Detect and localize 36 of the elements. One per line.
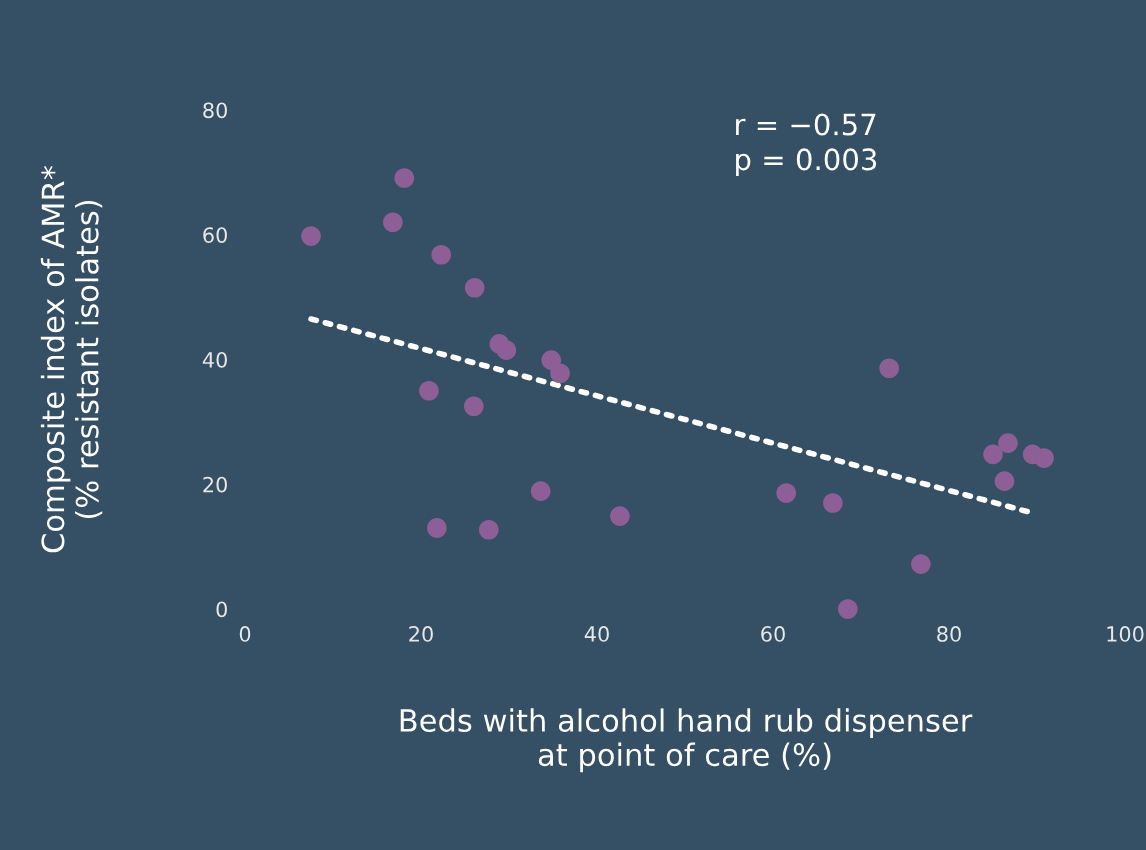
point xyxy=(1034,448,1054,468)
x-tick-label: 40 xyxy=(584,626,609,642)
point xyxy=(431,244,452,265)
x-tick-label: 80 xyxy=(937,626,961,642)
x-tick-label: 100 xyxy=(1107,626,1144,642)
point xyxy=(998,433,1018,453)
point xyxy=(530,481,551,501)
x-tick-label: 20 xyxy=(409,626,433,642)
point xyxy=(879,358,900,379)
point xyxy=(776,483,797,503)
point xyxy=(550,363,570,384)
y-tick-label: 60 xyxy=(203,227,227,243)
point xyxy=(838,599,858,619)
y-tick-label: 40 xyxy=(202,351,227,368)
point xyxy=(911,554,931,574)
point xyxy=(427,518,447,538)
annotation: r = −0.57 p = 0.003 xyxy=(736,113,877,177)
point xyxy=(464,396,484,417)
point xyxy=(610,506,630,526)
point xyxy=(478,519,499,540)
point xyxy=(994,471,1015,491)
point xyxy=(823,493,843,513)
y-tick-label: 0 xyxy=(216,601,227,618)
point xyxy=(983,444,1003,465)
x-tick-label: 60 xyxy=(761,626,785,642)
point xyxy=(301,226,321,246)
point xyxy=(383,212,403,233)
point xyxy=(419,380,439,401)
point xyxy=(464,277,485,298)
y-tick-label: 20 xyxy=(203,476,227,493)
point xyxy=(394,168,415,188)
point xyxy=(496,340,517,360)
x-tick-label: 0 xyxy=(239,626,251,642)
x-axis-title: Beds with alcohol hand rub dispenser at point of care (%) xyxy=(400,708,973,773)
y-axis-title: Composite index of AMR* (% resistant isolates) xyxy=(40,165,103,553)
y-tick-label: 80 xyxy=(203,102,227,119)
